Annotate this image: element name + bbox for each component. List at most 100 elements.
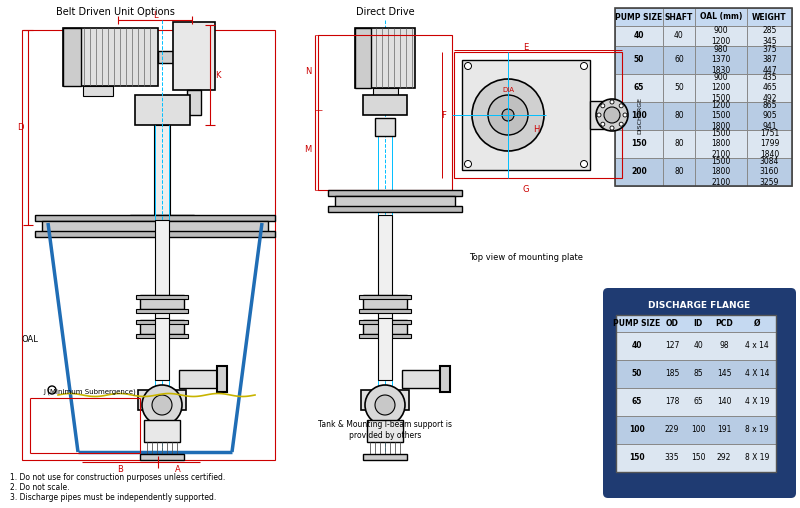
Bar: [155, 318, 169, 380]
Bar: [375, 118, 395, 136]
Bar: [378, 318, 392, 380]
Text: 1751
1799
1840: 1751 1799 1840: [760, 129, 779, 159]
Text: PCD: PCD: [715, 319, 733, 328]
Text: 40: 40: [632, 341, 642, 351]
Circle shape: [488, 95, 528, 135]
Bar: [440, 366, 450, 392]
Text: 65: 65: [634, 83, 644, 92]
Text: 50: 50: [632, 369, 642, 378]
Bar: [158, 51, 176, 63]
Text: PUMP SIZE: PUMP SIZE: [615, 13, 662, 21]
Bar: [373, 88, 398, 96]
Text: 150: 150: [629, 454, 645, 462]
Text: DIA: DIA: [502, 87, 514, 93]
Text: 4 X 14: 4 X 14: [745, 369, 770, 378]
Text: H: H: [533, 125, 539, 135]
Circle shape: [596, 99, 628, 131]
Bar: [359, 334, 411, 338]
Bar: [187, 90, 201, 115]
Bar: [140, 295, 184, 309]
Bar: [359, 309, 411, 313]
Text: 65: 65: [632, 397, 642, 406]
Text: 60: 60: [674, 55, 684, 65]
Bar: [616, 315, 776, 472]
Text: M: M: [304, 145, 311, 154]
Text: 80: 80: [674, 168, 684, 176]
Circle shape: [465, 62, 471, 70]
Bar: [363, 95, 407, 115]
Text: 40: 40: [634, 31, 644, 41]
Bar: [615, 102, 792, 130]
Text: 900
1200
1500: 900 1200 1500: [711, 73, 730, 103]
Text: 185: 185: [665, 369, 679, 378]
Bar: [615, 74, 792, 102]
Text: Belt Driven Unit Options: Belt Driven Unit Options: [55, 7, 174, 17]
Bar: [42, 221, 268, 233]
Text: 98: 98: [719, 341, 729, 351]
Bar: [616, 416, 776, 444]
Text: 40: 40: [693, 341, 703, 351]
Text: OAL (mm): OAL (mm): [700, 13, 742, 21]
Text: ID: ID: [694, 319, 702, 328]
Circle shape: [623, 113, 627, 117]
Circle shape: [142, 385, 182, 425]
Bar: [140, 454, 184, 460]
Bar: [63, 28, 81, 86]
Text: J (Minimum Submergence): J (Minimum Submergence): [44, 389, 136, 395]
Text: 4 x 14: 4 x 14: [745, 341, 769, 351]
Text: DISCHARGE FLANGE: DISCHARGE FLANGE: [649, 301, 750, 309]
Bar: [615, 8, 792, 26]
Bar: [402, 370, 442, 388]
Text: OD: OD: [666, 319, 678, 328]
Text: F: F: [442, 111, 446, 119]
Bar: [615, 130, 792, 158]
Bar: [155, 220, 169, 320]
Text: L: L: [153, 11, 158, 19]
Text: 285
345: 285 345: [762, 26, 777, 46]
Text: SHAFT: SHAFT: [665, 13, 693, 21]
Text: 1500
1800
2100: 1500 1800 2100: [711, 157, 730, 187]
Bar: [355, 28, 371, 88]
Text: 140: 140: [717, 397, 731, 406]
Bar: [138, 390, 186, 410]
Circle shape: [597, 113, 601, 117]
Text: Tank & Mounting I-beam support is
provided by others: Tank & Mounting I-beam support is provid…: [318, 420, 452, 440]
Bar: [378, 215, 392, 320]
Bar: [136, 309, 188, 313]
Text: 145: 145: [717, 369, 731, 378]
Bar: [140, 320, 184, 334]
Text: 100: 100: [629, 426, 645, 434]
Bar: [462, 60, 590, 170]
Bar: [367, 420, 403, 442]
Text: N: N: [305, 68, 311, 77]
Text: 980
1370
1830: 980 1370 1830: [711, 45, 730, 75]
Text: 1500
1800
2100: 1500 1800 2100: [711, 129, 730, 159]
Text: 200: 200: [631, 168, 647, 176]
Text: DISCHARGE: DISCHARGE: [638, 97, 642, 134]
Text: 100: 100: [690, 426, 706, 434]
Bar: [355, 28, 415, 88]
Bar: [363, 320, 407, 334]
Text: 1200
1500
1800: 1200 1500 1800: [711, 101, 730, 131]
Circle shape: [365, 385, 405, 425]
Bar: [22, 30, 275, 460]
Circle shape: [502, 109, 514, 121]
Circle shape: [610, 100, 614, 104]
Text: 85: 85: [693, 369, 703, 378]
Bar: [590, 101, 615, 129]
Bar: [328, 206, 462, 212]
Bar: [135, 95, 190, 125]
Text: OAL: OAL: [22, 335, 39, 344]
Text: 3084
3160
3259: 3084 3160 3259: [760, 157, 779, 187]
Bar: [35, 215, 275, 221]
Text: 191: 191: [717, 426, 731, 434]
Bar: [136, 320, 188, 324]
Text: 178: 178: [665, 397, 679, 406]
Circle shape: [601, 104, 605, 108]
Bar: [130, 215, 194, 225]
Text: 127: 127: [665, 341, 679, 351]
Text: D: D: [17, 122, 23, 132]
Bar: [616, 360, 776, 388]
Bar: [328, 190, 462, 196]
Text: E: E: [523, 44, 529, 52]
